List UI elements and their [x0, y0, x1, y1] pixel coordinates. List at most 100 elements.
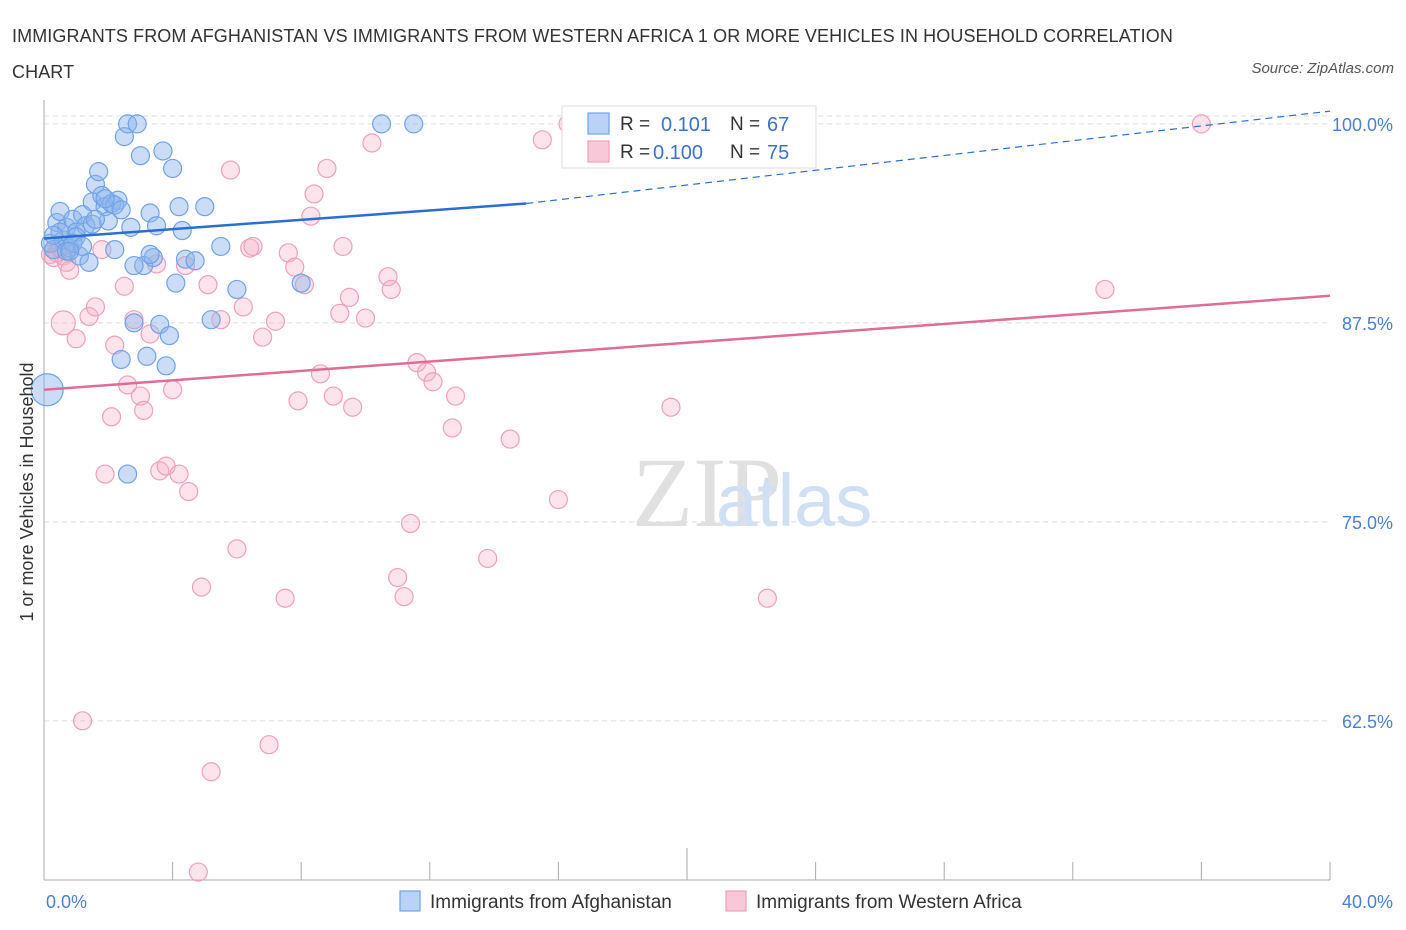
western-africa-point [227, 539, 247, 559]
western-africa-point [381, 279, 401, 300]
watermark: ZIP atlas [632, 437, 872, 548]
afghanistan-point [143, 247, 163, 268]
western-africa-trend-line [43, 294, 1331, 391]
western-africa-point [355, 308, 376, 328]
correlation-legend: R = 0.101 N = 67 R = 0.100 N = 75 [561, 105, 817, 169]
legend-r-afghanistan: 0.101 [661, 114, 711, 136]
western-africa-point [259, 735, 279, 755]
afghanistan-point [175, 249, 196, 269]
western-africa-point [339, 287, 360, 307]
legend-r-label: R = [620, 114, 650, 135]
western-africa-point [188, 862, 208, 882]
afghanistan-point [150, 314, 170, 335]
western-africa-point [757, 588, 777, 608]
western-africa-point [220, 160, 241, 180]
western-africa-point [294, 275, 315, 295]
western-africa-point [175, 255, 196, 276]
y-tick-label: 75.0% [1342, 513, 1393, 533]
bottom-legend-swatch-afghanistan [399, 890, 421, 912]
western-africa-point [211, 310, 231, 330]
watermark-atlas: atlas [716, 459, 872, 542]
afghanistan-point [159, 325, 179, 346]
afghanistan-point [156, 356, 176, 376]
western-africa-point [163, 380, 183, 400]
western-africa-point [304, 184, 324, 204]
western-africa-point [233, 297, 253, 317]
x-tick-label: 40.0% [1342, 892, 1393, 912]
legend-r-western-africa: 0.100 [653, 142, 703, 164]
afghanistan-point [130, 146, 151, 166]
western-africa-point [478, 548, 498, 569]
afghanistan-point [134, 255, 154, 276]
western-africa-point [388, 567, 408, 588]
trend-lines [43, 110, 1331, 391]
afghanistan-point [124, 313, 144, 333]
western-africa-point [169, 464, 189, 484]
western-africa-point [191, 577, 212, 597]
western-africa-point [400, 513, 421, 534]
legend-swatch-afghanistan [587, 112, 610, 135]
western-africa-point [333, 236, 353, 257]
y-tick-label: 87.5% [1342, 314, 1393, 334]
y-axis-label: 1 or more Vehicles in Household [17, 362, 37, 621]
afghanistan-point [404, 114, 424, 134]
bottom-legend-afghanistan: Immigrants from Afghanistan [430, 892, 672, 913]
afghanistan-point [195, 197, 215, 217]
western-africa-point [288, 391, 308, 411]
western-africa-point [301, 206, 321, 226]
western-africa-point [394, 587, 414, 607]
western-africa-point [532, 130, 552, 150]
western-africa-point [275, 588, 295, 608]
x-tick-labels: 0.0% 40.0% [46, 892, 1393, 912]
western-africa-point [79, 306, 99, 327]
afghanistan-point [44, 225, 64, 245]
western-africa-point [50, 310, 76, 336]
afghanistan-point [89, 162, 109, 182]
western-africa-point [310, 364, 331, 384]
afghanistan-point [85, 209, 106, 229]
y-tick-label: 100.0% [1332, 115, 1393, 135]
western-africa-point [201, 762, 221, 782]
legend-n-afghanistan: 67 [767, 114, 789, 136]
series-legend: Immigrants from Afghanistan Immigrants f… [399, 890, 1022, 913]
western-africa-point [285, 257, 305, 277]
western-africa-point [362, 133, 382, 153]
bottom-legend-swatch-western-africa [725, 890, 747, 912]
bottom-legend-western-africa: Immigrants from Western Africa [756, 892, 1022, 913]
afghanistan-point [95, 189, 115, 209]
western-africa-point [445, 386, 466, 406]
western-africa-point [378, 267, 398, 287]
afghanistan-point [85, 174, 106, 194]
western-africa-point [60, 260, 80, 280]
y-tick-labels: 62.5% 75.0% 87.5% 100.0% [1332, 115, 1393, 732]
western-africa-point [95, 464, 115, 484]
legend-n-label: N = [730, 142, 760, 163]
western-africa-point [423, 372, 443, 392]
western-africa-point [317, 158, 337, 179]
western-africa-point [548, 489, 569, 510]
afghanistan-point [291, 273, 311, 293]
axes [43, 100, 1331, 881]
afghanistan-point [114, 127, 134, 147]
grid-lines [44, 115, 1330, 722]
afghanistan-point [163, 158, 183, 179]
afghanistan-point [72, 236, 93, 257]
afghanistan-point [127, 114, 147, 134]
afghanistan-point [140, 244, 160, 265]
afghanistan-point [117, 464, 138, 484]
source-label: Source: ZipAtlas.com [1251, 60, 1394, 77]
afghanistan-point [172, 220, 192, 241]
data-points [30, 114, 1212, 882]
legend-swatch-western-africa [587, 140, 610, 163]
western-africa-point [330, 303, 350, 323]
western-africa-point [130, 386, 151, 406]
afghanistan-point [60, 241, 80, 261]
western-africa-point [243, 236, 263, 257]
legend-r-label: R = [620, 142, 650, 163]
western-africa-point [66, 329, 86, 349]
western-africa-point [105, 335, 125, 355]
western-africa-point [500, 429, 520, 449]
western-africa-point [1191, 114, 1212, 134]
western-africa-point [343, 397, 363, 417]
